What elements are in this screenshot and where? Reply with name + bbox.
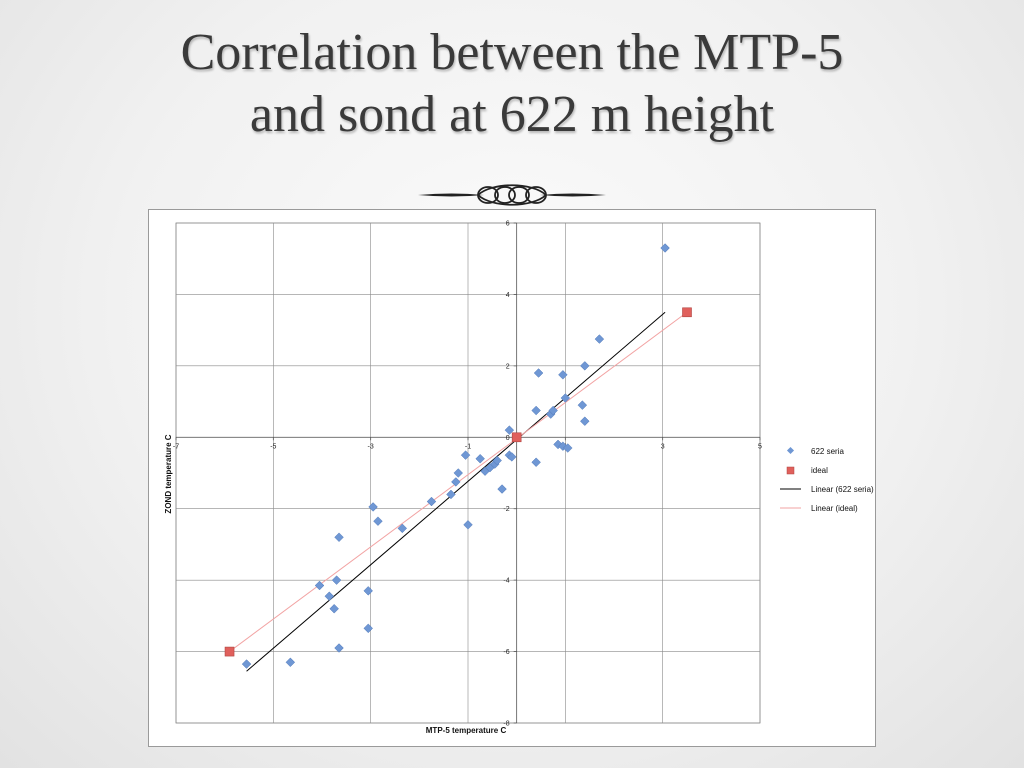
x-tick-label: 5 <box>758 443 762 450</box>
data-point-622-seria <box>324 591 335 601</box>
data-point-622-seria <box>331 575 342 585</box>
legend-label: Linear (622 seria) <box>811 485 874 494</box>
data-point-622-seria <box>594 334 605 344</box>
x-axis-title: MTP-5 temperature C <box>426 726 507 735</box>
legend-label: ideal <box>811 466 828 475</box>
data-point-622-seria <box>334 532 344 543</box>
data-point-622-seria <box>368 502 378 512</box>
data-point-622-seria <box>533 368 544 378</box>
data-point-ideal <box>224 646 235 657</box>
slide-title: Correlation between the MTP-5 and sond a… <box>40 22 984 146</box>
data-point-622-seria <box>426 496 437 507</box>
data-point-622-seria <box>580 416 590 426</box>
data-point-622-seria <box>580 361 590 371</box>
data-point-622-seria <box>373 516 383 526</box>
legend-label: 622 seria <box>811 447 844 456</box>
x-tick-label: 3 <box>661 443 665 450</box>
data-point-622-seria <box>453 468 464 478</box>
legend-item-622-seria: 622 seria <box>786 446 844 456</box>
data-point-622-seria <box>460 450 471 460</box>
grid-layer <box>175 222 761 724</box>
data-point-622-seria <box>660 243 670 253</box>
data-point-622-seria <box>463 520 473 530</box>
y-tick-label: -6 <box>503 649 509 656</box>
data-point-622-seria <box>475 453 485 464</box>
data-point-ideal <box>511 432 522 443</box>
y-tick-label: -8 <box>503 721 509 728</box>
x-tick-label: -7 <box>173 443 179 450</box>
data-point-622-seria <box>363 623 373 634</box>
legend-item-linear-622-seria: Linear (622 seria) <box>780 485 874 494</box>
data-point-622-seria <box>363 586 373 596</box>
legend-marker-square <box>786 466 795 475</box>
data-point-622-seria <box>531 457 541 468</box>
slide-title-line-2: and sond at 622 m height <box>249 86 775 143</box>
data-point-622-seria <box>329 603 339 614</box>
y-tick-label: 2 <box>506 363 510 370</box>
data-point-622-seria <box>577 400 588 410</box>
y-axis-title: ZOND temperature C <box>164 434 173 513</box>
data-point-622-seria <box>563 443 573 453</box>
y-tick-label: 6 <box>506 221 510 228</box>
x-tick-label: -3 <box>368 443 374 450</box>
data-point-622-seria <box>560 393 571 403</box>
legend-label: Linear (ideal) <box>811 504 858 513</box>
data-point-622-seria <box>451 477 461 487</box>
axes-layer <box>175 222 761 724</box>
legend-item-ideal: ideal <box>786 466 828 475</box>
trendline-622-seria <box>246 311 666 672</box>
slide-title-line-1: Correlation between the MTP-5 <box>180 24 844 81</box>
data-points <box>224 243 692 669</box>
data-point-622-seria <box>553 439 563 450</box>
divider-scroll-ornament <box>477 184 548 206</box>
legend-marker-diamond <box>786 446 795 455</box>
y-tick-label: 4 <box>506 292 510 299</box>
data-point-ideal <box>682 307 692 318</box>
data-point-622-seria <box>285 657 296 668</box>
data-point-622-seria <box>507 452 517 462</box>
data-point-622-seria <box>241 659 252 669</box>
data-point-622-seria <box>446 489 456 500</box>
x-tick-label: -5 <box>270 443 276 450</box>
divider-rule-left <box>418 193 484 197</box>
data-point-622-seria <box>314 580 325 591</box>
y-tick-label: -2 <box>503 506 509 513</box>
data-point-622-seria <box>531 405 541 416</box>
data-point-622-seria <box>492 455 502 466</box>
data-point-622-seria <box>548 405 558 416</box>
chart-legend: 622 seria ideal Linear (622 seria) Linea… <box>780 446 874 513</box>
x-tick-label: -1 <box>465 443 471 450</box>
data-point-622-seria <box>558 370 568 380</box>
legend-item-linear-ideal: Linear (ideal) <box>780 504 858 513</box>
data-point-622-seria <box>334 643 344 653</box>
data-point-622-seria <box>504 425 515 435</box>
y-tick-label: -4 <box>503 578 509 585</box>
divider-rule-right <box>540 193 606 197</box>
data-point-622-seria <box>497 484 507 494</box>
y-tick-label: 0 <box>506 435 510 442</box>
data-point-622-seria <box>397 523 408 534</box>
ornamental-divider <box>418 184 606 206</box>
